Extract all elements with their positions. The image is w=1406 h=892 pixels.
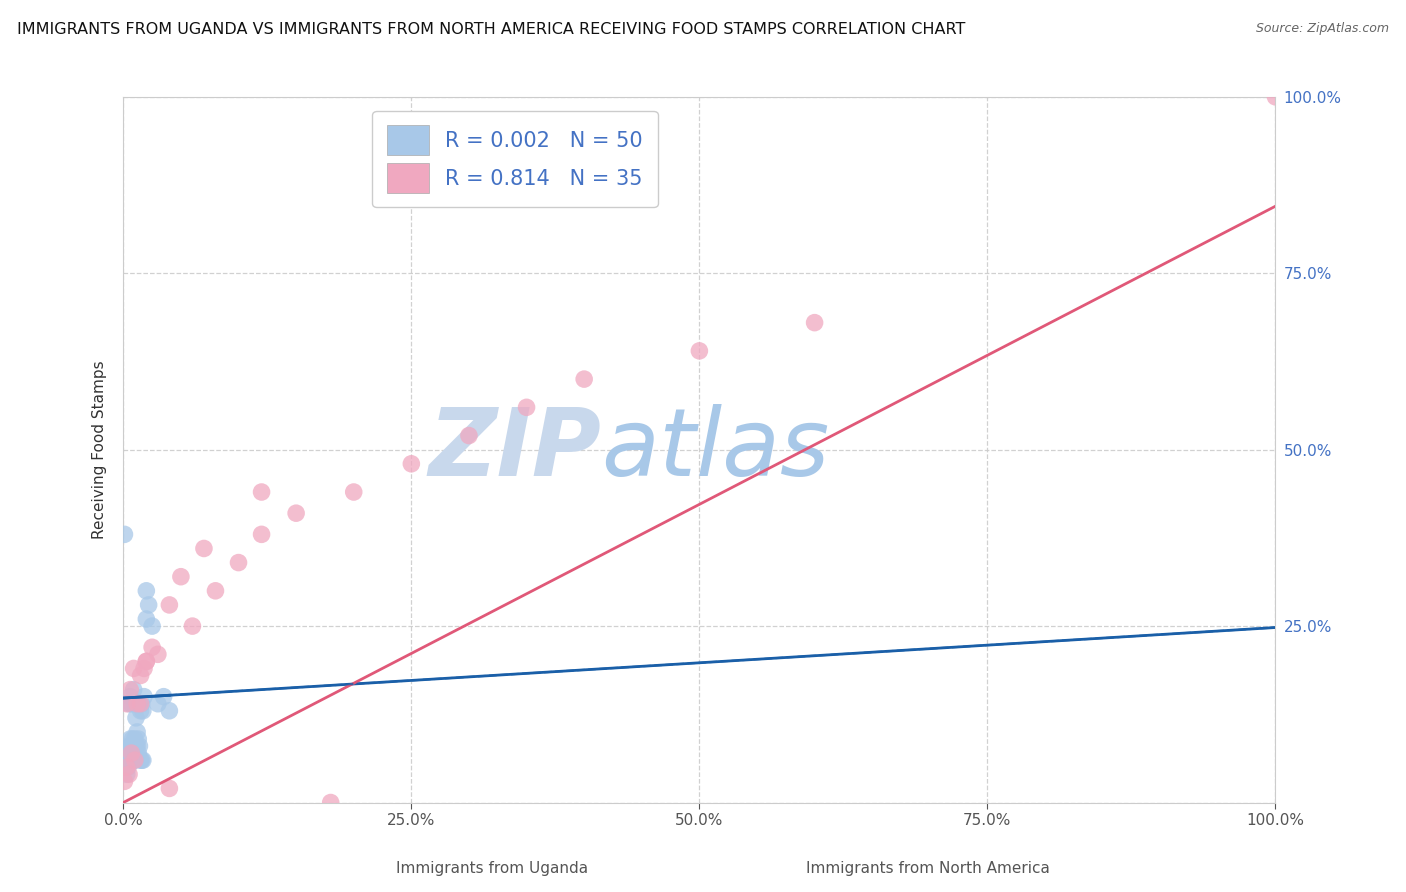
Point — [146, 648, 169, 662]
Text: Immigrants from Uganda: Immigrants from Uganda — [396, 861, 588, 876]
Y-axis label: Receiving Food Stamps: Receiving Food Stamps — [93, 360, 107, 539]
Point — [401, 457, 423, 471]
Point — [129, 668, 152, 682]
Text: ZIP: ZIP — [429, 404, 602, 496]
Point — [170, 570, 193, 584]
Point — [124, 753, 146, 767]
Point — [118, 753, 141, 767]
Point — [115, 697, 138, 711]
Point — [127, 739, 149, 753]
Point — [129, 753, 152, 767]
Point — [193, 541, 215, 556]
Point — [131, 697, 153, 711]
Point — [128, 697, 150, 711]
Point — [115, 760, 138, 774]
Point — [118, 697, 141, 711]
Point — [157, 598, 180, 612]
Point — [114, 527, 136, 541]
Point — [250, 485, 273, 500]
Point — [124, 746, 146, 760]
Point — [129, 704, 152, 718]
Point — [125, 711, 148, 725]
Point — [121, 753, 143, 767]
Point — [114, 760, 136, 774]
Point — [204, 583, 226, 598]
Point — [114, 760, 136, 774]
Point — [122, 661, 145, 675]
Point — [120, 746, 142, 760]
Legend: R = 0.002   N = 50, R = 0.814   N = 35: R = 0.002 N = 50, R = 0.814 N = 35 — [373, 111, 658, 207]
Point — [343, 485, 366, 500]
Point — [132, 704, 155, 718]
Point — [127, 731, 149, 746]
Point — [141, 640, 163, 655]
Point — [152, 690, 174, 704]
Text: Immigrants from North America: Immigrants from North America — [806, 861, 1050, 876]
Point — [117, 746, 139, 760]
Point — [120, 731, 142, 746]
Point — [135, 583, 157, 598]
Point — [115, 753, 138, 767]
Point — [803, 316, 825, 330]
Point — [132, 690, 155, 704]
Point — [132, 753, 155, 767]
Point — [146, 697, 169, 711]
Point — [141, 619, 163, 633]
Point — [127, 746, 149, 760]
Point — [132, 661, 155, 675]
Point — [120, 739, 142, 753]
Point — [118, 767, 141, 781]
Point — [128, 739, 150, 753]
Point — [122, 682, 145, 697]
Point — [124, 753, 146, 767]
Text: atlas: atlas — [602, 404, 830, 495]
Point — [516, 401, 538, 415]
Point — [120, 690, 142, 704]
Point — [121, 731, 143, 746]
Point — [120, 746, 142, 760]
Point — [138, 598, 160, 612]
Point — [125, 739, 148, 753]
Point — [124, 731, 146, 746]
Point — [181, 619, 204, 633]
Point — [127, 697, 149, 711]
Point — [285, 506, 308, 520]
Point — [250, 527, 273, 541]
Text: Source: ZipAtlas.com: Source: ZipAtlas.com — [1256, 22, 1389, 36]
Point — [135, 654, 157, 668]
Point — [135, 612, 157, 626]
Point — [120, 697, 142, 711]
Point — [115, 767, 138, 781]
Point — [117, 760, 139, 774]
Point — [458, 428, 481, 442]
Point — [319, 796, 342, 810]
Point — [120, 753, 142, 767]
Point — [114, 746, 136, 760]
Point — [688, 343, 710, 358]
Point — [157, 781, 180, 796]
Point — [1264, 90, 1286, 104]
Point — [131, 753, 153, 767]
Text: IMMIGRANTS FROM UGANDA VS IMMIGRANTS FROM NORTH AMERICA RECEIVING FOOD STAMPS CO: IMMIGRANTS FROM UGANDA VS IMMIGRANTS FRO… — [17, 22, 966, 37]
Point — [129, 697, 152, 711]
Point — [122, 746, 145, 760]
Point — [120, 682, 142, 697]
Point — [121, 739, 143, 753]
Point — [135, 654, 157, 668]
Point — [114, 774, 136, 789]
Point — [572, 372, 595, 386]
Point — [122, 753, 145, 767]
Point — [120, 746, 142, 760]
Point — [228, 556, 250, 570]
Point — [118, 739, 141, 753]
Point — [157, 704, 180, 718]
Point — [124, 697, 146, 711]
Point — [127, 725, 149, 739]
